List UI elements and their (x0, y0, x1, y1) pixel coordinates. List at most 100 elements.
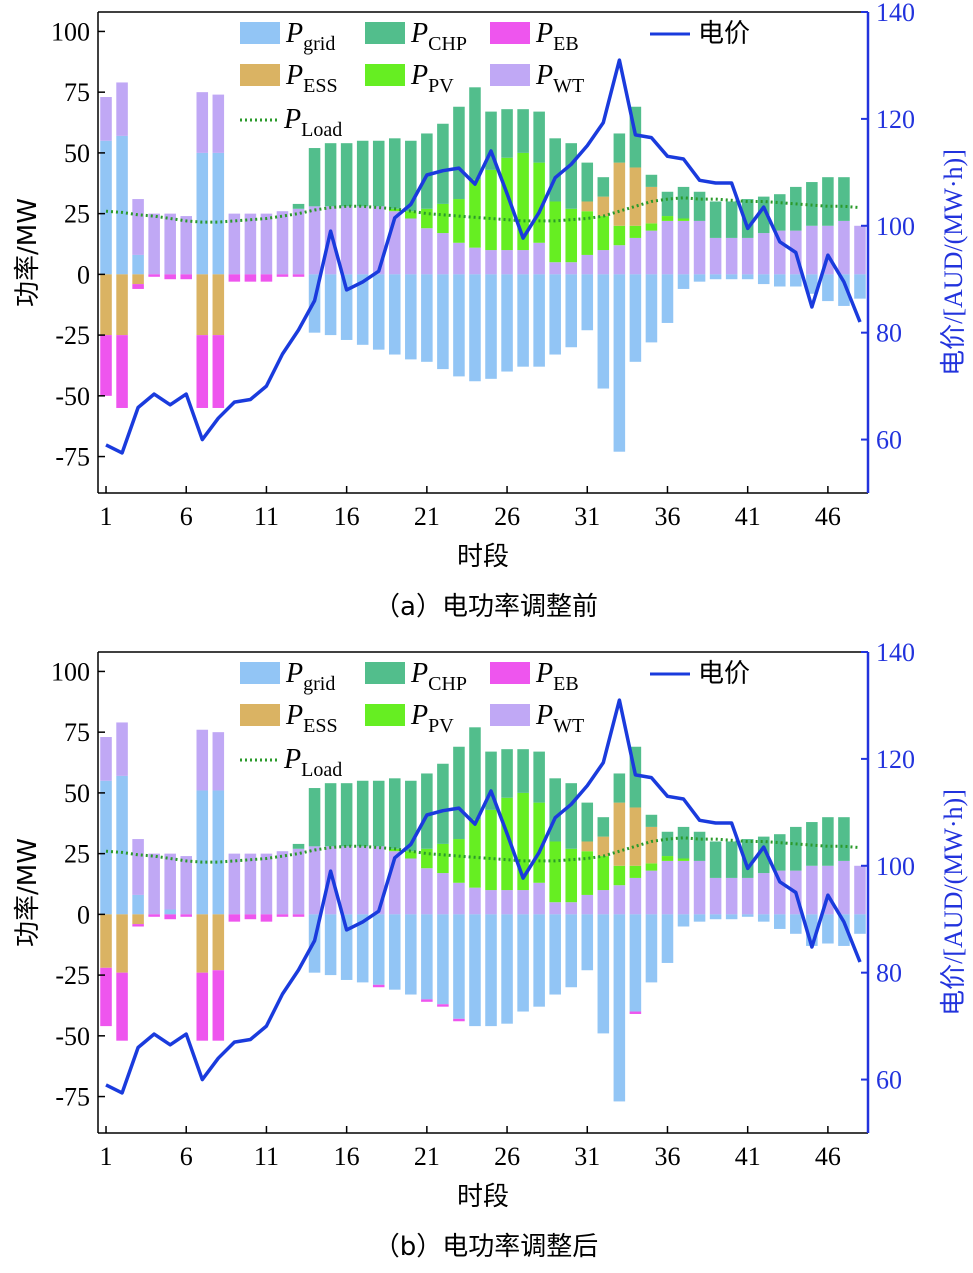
bar-ess-8 (212, 274, 225, 336)
bar-wt-14 (308, 206, 321, 275)
bar-chp-43 (773, 194, 786, 231)
bar-pv-35 (645, 863, 658, 871)
bar-wt-27 (517, 890, 529, 915)
bar-pv-37 (677, 218, 690, 221)
bar-ess-35 (645, 826, 658, 864)
bar-eb-5 (164, 914, 176, 920)
bar-eb-10 (244, 914, 257, 920)
bar-wt-30 (565, 262, 578, 275)
chart-a-xtick-label: 11 (254, 502, 279, 531)
bar-wt-16 (340, 846, 353, 915)
bar-chp-27 (517, 109, 529, 153)
chart-a-ytick-label: 25 (64, 200, 90, 229)
bar-eb-3 (132, 284, 144, 289)
bar-ess-31 (581, 201, 594, 212)
legend-item-wt: PWT (490, 700, 584, 737)
bar-ess-32 (597, 836, 610, 857)
bar-wt-35 (645, 870, 658, 915)
bar-wt-41 (741, 237, 754, 275)
bar-wt-2 (116, 722, 128, 776)
chart-a-caption: （a）电功率调整前 (374, 592, 598, 622)
bar-chp-36 (661, 831, 674, 857)
bar-grid-42 (757, 914, 770, 922)
bar-wt-8 (212, 732, 225, 791)
bar-pv-20 (405, 851, 417, 859)
bar-chp-44 (790, 186, 802, 231)
bar-chp-34 (629, 746, 642, 808)
bar-eb-5 (164, 274, 176, 280)
bar-grid-41 (741, 914, 754, 917)
chart-b-price-line (105, 698, 862, 1095)
bar-chp-28 (533, 111, 545, 163)
bar-wt-3 (132, 199, 144, 255)
bar-eb-7 (196, 335, 209, 408)
bar-wt-2 (116, 82, 128, 136)
bar-grid-3 (132, 254, 144, 275)
chart-a-bars (100, 82, 866, 452)
bar-wt-32 (597, 250, 610, 275)
bar-grid-8 (212, 152, 225, 275)
bar-wt-24 (469, 887, 481, 915)
bar-chp-43 (773, 834, 786, 871)
bar-wt-20 (405, 218, 417, 275)
bar-grid-18 (372, 274, 385, 350)
chart-a-ytick-label: 50 (64, 139, 90, 168)
bar-grid-46 (822, 914, 834, 944)
chart-a-ytick-label: 0 (77, 260, 90, 289)
bar-pv-26 (501, 797, 513, 891)
bar-wt-6 (180, 216, 193, 275)
chart-b-ytick-label: 75 (64, 718, 90, 747)
legend-sub-chp: CHP (428, 673, 467, 695)
bar-chp-24 (469, 727, 481, 820)
bar-chp-17 (356, 140, 369, 207)
bar-grid-31 (581, 274, 594, 331)
bar-grid-22 (437, 274, 449, 370)
legend-label-eb: PEB (535, 658, 579, 695)
bar-grid-26 (501, 274, 513, 372)
chart-a-xtick-label: 1 (100, 502, 113, 531)
chart-a-xtick-label: 16 (334, 502, 360, 531)
bar-wt-42 (757, 233, 770, 275)
bar-wt-38 (693, 860, 706, 915)
bar-chp-32 (597, 177, 610, 197)
bar-wt-19 (388, 211, 401, 275)
legend-item-chp: PCHP (365, 658, 467, 695)
bar-ess-2 (116, 914, 128, 973)
bar-pv-22 (437, 843, 449, 874)
bar-ess-31 (581, 841, 594, 852)
bar-wt-46 (822, 225, 834, 275)
bar-grid-16 (340, 914, 353, 980)
legend-swatch-wt (490, 64, 530, 86)
legend-label-grid: Pgrid (285, 18, 335, 55)
bar-grid-46 (822, 274, 834, 302)
legend-label-pv: PPV (410, 700, 454, 737)
bar-grid-27 (517, 274, 529, 367)
bar-grid-45 (806, 914, 818, 946)
chart-a-ytick-label: 100 (51, 17, 90, 46)
bar-grid-18 (372, 914, 385, 985)
bar-grid-21 (421, 274, 433, 362)
chart-a-load-line (105, 196, 861, 224)
bar-chp-14 (308, 788, 321, 847)
chart-a-y2tick-label: 80 (876, 319, 902, 348)
bar-eb-4 (148, 274, 160, 277)
bar-wt-22 (437, 873, 449, 915)
bar-chp-14 (308, 148, 321, 207)
chart-a-ytick-label: 75 (64, 78, 90, 107)
bar-pv-23 (453, 839, 465, 883)
chart-a-y2tick-label: 100 (876, 212, 915, 241)
bar-wt-18 (372, 846, 385, 915)
bar-grid-3 (132, 894, 144, 915)
bar-wt-29 (549, 902, 561, 915)
bar-eb-2 (116, 972, 128, 1041)
chart-b-ytick-label: 25 (64, 840, 90, 869)
bar-chp-33 (613, 133, 626, 163)
bar-wt-23 (453, 882, 465, 915)
legend-swatch-ess (240, 704, 280, 726)
chart-a-xtick-label: 46 (815, 502, 841, 531)
bar-pv-32 (597, 216, 610, 251)
chart-a-xtick-label: 21 (414, 502, 440, 531)
chart-a-price-line (105, 58, 862, 455)
bar-wt-21 (421, 228, 433, 275)
